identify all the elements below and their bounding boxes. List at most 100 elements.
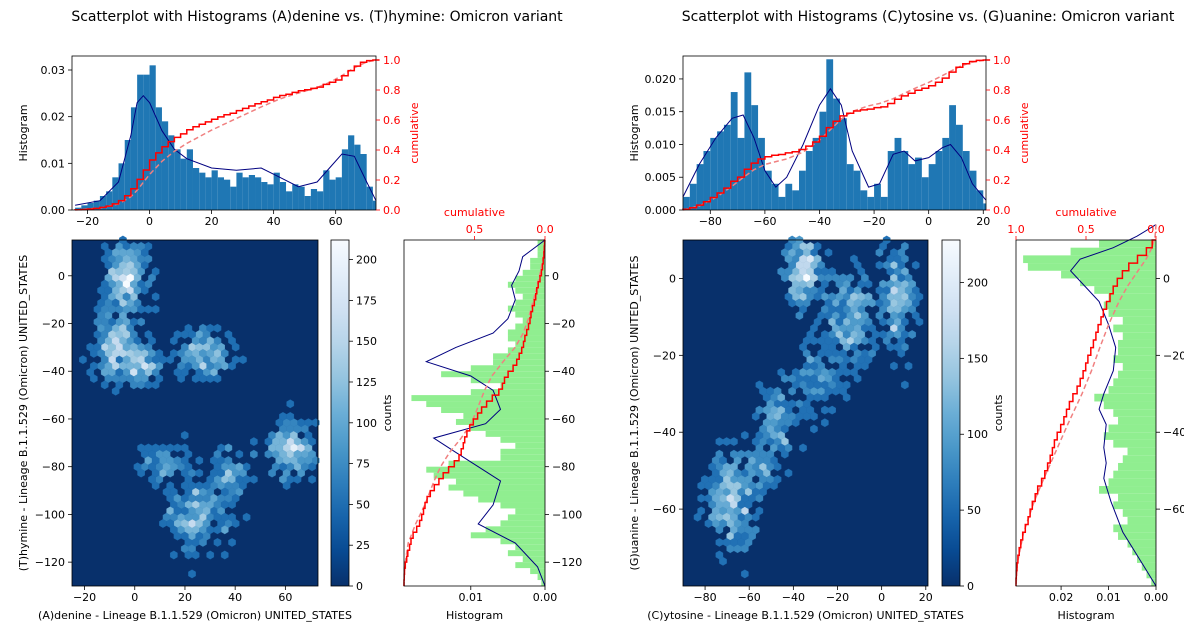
hexbin-cell [726, 493, 735, 503]
colorbar-tick-label: 200 [967, 276, 988, 289]
hexbin-cell [206, 349, 214, 358]
right-kde-line [1069, 224, 1157, 587]
right-hist-bar [515, 341, 545, 348]
right-hist-bar [515, 508, 545, 515]
hexbin-cell [850, 342, 858, 352]
top-x-tick-label: −80 [699, 215, 722, 228]
right-x-tick-label: 0.00 [533, 591, 558, 604]
top-y-axis-label: Histogram [628, 104, 641, 161]
top-x-tick-label: −20 [862, 215, 885, 228]
right-x-axis-label: Histogram [1057, 609, 1114, 622]
right-hist-bar [1099, 486, 1156, 494]
hexbin-cell [151, 355, 160, 365]
right-hist-bar [1113, 355, 1156, 364]
hexbin-cell [148, 462, 156, 472]
colorbar-tick-label: 200 [356, 254, 377, 267]
hexbin-cell [791, 367, 800, 377]
right-hist-bar [1113, 378, 1156, 387]
top-hist-bar [161, 121, 169, 210]
right-hist-bar [507, 514, 545, 521]
top-hist-bar [771, 183, 779, 210]
top-hist-bar [955, 124, 963, 210]
hexbin-cell [821, 405, 829, 415]
top-hist-bar [894, 137, 902, 210]
top-hist-bar [155, 107, 162, 210]
top-hist-bar [335, 177, 342, 210]
hexbin-cell [213, 512, 222, 522]
hexbin-cell [104, 323, 113, 333]
right-hist-bar [448, 484, 545, 491]
hexbin-cell [890, 361, 898, 371]
top-hist-bar [372, 200, 376, 210]
hexbin-cell [821, 418, 829, 428]
right-hist-bar [1118, 347, 1156, 356]
colorbar-tick-label: 150 [967, 352, 988, 365]
hexbin-cell [104, 260, 113, 270]
x-tick-label: −20 [826, 591, 849, 604]
hexbin-cell [235, 449, 244, 459]
hexbin-cell [701, 475, 709, 484]
top-hist-bar [689, 183, 697, 210]
hexbin-cells [79, 235, 320, 579]
hexbin-cell [904, 361, 913, 371]
hexbin-cell [220, 500, 229, 509]
y-tick-label: 0 [58, 270, 65, 283]
top-hist-bar [230, 186, 237, 210]
colorbar-tick-label: 100 [356, 417, 377, 430]
right-hist-bar [1118, 493, 1156, 502]
hexbin-cell [228, 538, 236, 547]
top-cumulative-line [682, 59, 991, 210]
hexbin-cell [195, 367, 204, 377]
right-hist-bar [1127, 539, 1156, 548]
right-hist-bar [470, 532, 545, 539]
top-hist-bar [118, 163, 125, 210]
top-hist-bar [826, 59, 834, 210]
top-hist-bar [341, 149, 349, 210]
hexbin-cell [170, 336, 178, 346]
right-hist-bar [1103, 301, 1156, 310]
top-y-tick-label: 0.005 [645, 171, 677, 184]
hexbin-cell [755, 380, 764, 390]
hexbin-cell [122, 292, 131, 302]
hexbin-cell [755, 405, 764, 415]
colorbar-label: counts [992, 394, 1005, 431]
top-hist-bar [298, 186, 305, 210]
cumulative-tick-label: 0.8 [383, 84, 401, 97]
right-y-tick-label: −40 [552, 365, 575, 378]
y-tick-label: −60 [42, 413, 65, 426]
y-tick-label: −40 [42, 365, 65, 378]
right-cumulative-kde-line [403, 239, 546, 587]
right-hist-bar [1122, 455, 1156, 463]
hexbin-cell [788, 399, 796, 409]
hexbin-cell [104, 248, 113, 257]
hexbin-cell [762, 393, 771, 402]
hexbin-cell [220, 550, 229, 560]
hexbin-cell [810, 336, 818, 346]
hexbin-cell [250, 449, 258, 459]
hexbin-cell [821, 279, 829, 289]
colorbar-tick-label: 125 [356, 376, 377, 389]
top-hist-bar [211, 170, 218, 210]
right-hist-bar [1146, 570, 1156, 579]
top-hist-bar [915, 157, 922, 210]
hexbin-cell [697, 506, 705, 516]
hexbin-cell [231, 355, 240, 365]
hexbin-cell [304, 430, 313, 440]
x-tick-label: 20 [919, 591, 933, 604]
hexbin-cell [170, 525, 178, 535]
right-hist-bar [507, 550, 545, 557]
hexbin-cell [762, 481, 771, 491]
hexbin-cell [770, 418, 778, 428]
top-hist-bar [137, 74, 144, 211]
hexbin-cell [777, 367, 785, 377]
hexbin-cell [173, 506, 182, 516]
hexbin-cell [741, 531, 749, 541]
hexbin-cell [886, 267, 895, 276]
hexbin-cell [795, 298, 804, 308]
top-hist-bar [180, 158, 187, 210]
hexbin-cell [213, 462, 222, 472]
hexbin-cell [839, 349, 847, 358]
right-hist-bar [515, 442, 545, 449]
top-hist-bar [812, 137, 820, 210]
top-cumulative-kde-line [75, 59, 377, 211]
